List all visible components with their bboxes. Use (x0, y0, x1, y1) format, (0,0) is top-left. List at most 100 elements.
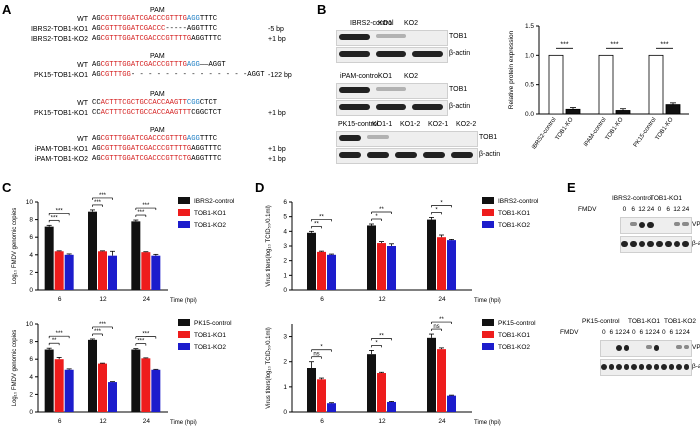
sig-label: * (320, 345, 323, 351)
time-label: 12 (615, 329, 623, 336)
seq-protospacer: CGTTTGGATCGACCC (100, 25, 166, 33)
indel-note: -5 bp (268, 26, 284, 33)
bar (44, 226, 54, 290)
seq-post: AGGTTTC (191, 35, 222, 43)
protein-band (367, 135, 389, 139)
protein-band (339, 104, 370, 110)
protein-band (451, 152, 473, 158)
protein-band (646, 364, 652, 370)
x-tick-label: 6 (58, 296, 62, 303)
sig-label: ** (379, 333, 384, 339)
sig-label: *** (56, 208, 64, 214)
sig-label: *** (51, 215, 59, 221)
protein-band (367, 152, 389, 158)
sequence-label: PK15-TOB1-KO1 (34, 110, 88, 117)
protein-band (423, 152, 445, 158)
y-tick-label: 8 (29, 217, 33, 224)
bar (648, 54, 664, 115)
sequence-label: IBRS2-TOB1-KO2 (30, 36, 88, 43)
y-tick-label: 2 (283, 258, 287, 265)
x-tick-label: 6 (320, 418, 324, 425)
sequence-row: AGCGTTTGGATCGACCCGTTTGAGGTTTC (92, 15, 217, 23)
sig-label: *** (94, 200, 102, 206)
seq-post: TTTC (199, 135, 218, 143)
legend-swatch (482, 221, 494, 228)
bar (598, 54, 614, 115)
y-tick-label: 6 (283, 199, 287, 206)
pam-label: PAM (150, 127, 165, 134)
legend-swatch (482, 343, 494, 350)
blot-strip (620, 217, 692, 234)
sig-label: *** (99, 193, 107, 199)
legend-swatch (482, 319, 494, 326)
y-axis-label: Virus titers(log₁₀ TCID₅₀/0.1ml) (266, 205, 272, 287)
x-axis-label: Time (hpi) (170, 420, 197, 426)
sequence-row: CCACTTTCGCTGCCACCAAGTTTCGGCTCT (92, 109, 222, 117)
protein-band (339, 51, 370, 57)
y-tick-label: 10 (26, 321, 34, 328)
lane-label: PK15-control (338, 121, 379, 128)
sequence-label: PK15-TOB1-KO1 (34, 72, 88, 79)
time-label: 24 (652, 329, 660, 336)
sequence-label: WT (77, 16, 88, 23)
seq-post: AGGTTTC (191, 155, 222, 163)
seq-post: CTCT (199, 99, 218, 107)
legend-label: TOB1-KO2 (194, 344, 226, 351)
seq-pre: AG (92, 145, 101, 153)
sig-label: *** (94, 329, 102, 335)
x-tick-label: 24 (438, 418, 446, 425)
group-label: PK15-control (582, 318, 620, 325)
x-axis-label: Time (hpi) (474, 420, 501, 426)
seq-pre: AG (92, 71, 101, 79)
group-label: IBRS2-control (612, 195, 653, 202)
protein-band (647, 222, 654, 228)
bar (387, 401, 396, 412)
pam-label: PAM (150, 53, 165, 60)
bar (377, 373, 386, 412)
seq-post: CGGCTCT (191, 109, 222, 117)
sequence-row: AGCGTTTGGATCGACCCGTTCTGAGGTTTC (92, 155, 222, 163)
sig-label: * (440, 200, 443, 206)
y-tick-label: 0 (283, 409, 287, 416)
y-tick-label: 2 (283, 359, 287, 366)
legend-label: TOB1-KO1 (194, 210, 226, 217)
bar (141, 358, 151, 412)
seq-pre: AG (92, 25, 101, 33)
y-tick-label: 0 (283, 287, 287, 294)
bar (98, 251, 107, 290)
bar (64, 369, 74, 412)
legend-swatch (178, 331, 190, 338)
sig-label: * (375, 340, 378, 346)
y-axis-label: Virus titers(log₁₀ TCID₅₀/0.1ml) (266, 327, 272, 409)
bar (665, 104, 681, 115)
time-label: 12 (675, 329, 683, 336)
lane-label: KO1 (378, 73, 393, 80)
protein-band (683, 364, 689, 370)
bar (88, 211, 97, 290)
protein-band (646, 345, 652, 349)
protein-band (676, 345, 682, 349)
indel-note: -122 bp (268, 72, 292, 79)
protein-band (412, 104, 443, 110)
bar (108, 382, 117, 412)
protein-band (375, 87, 407, 91)
seq-pam: AGG (186, 61, 200, 69)
band-label: VP3 (692, 344, 700, 351)
y-axis-label: Log₁₀ FMDV genomic copies (12, 330, 18, 407)
y-tick-label: 0.5 (525, 82, 534, 89)
bar (131, 221, 141, 290)
bar (307, 368, 316, 412)
y-tick-label: 6 (29, 356, 33, 363)
legend-label: TOB1-KO1 (194, 332, 226, 339)
protein-band (682, 241, 689, 247)
seq-protospacer: ACTTTCGCTGCCACCAAGTT (100, 99, 187, 107)
lane-label: KO2 (404, 73, 419, 80)
protein-band (608, 364, 614, 370)
x-tick-label: 24 (438, 296, 446, 303)
sig-label: ns (433, 324, 439, 330)
protein-band (375, 34, 407, 38)
time-label: 6 (639, 329, 644, 336)
seq-pam: AGG (186, 135, 200, 143)
bar (565, 108, 581, 115)
